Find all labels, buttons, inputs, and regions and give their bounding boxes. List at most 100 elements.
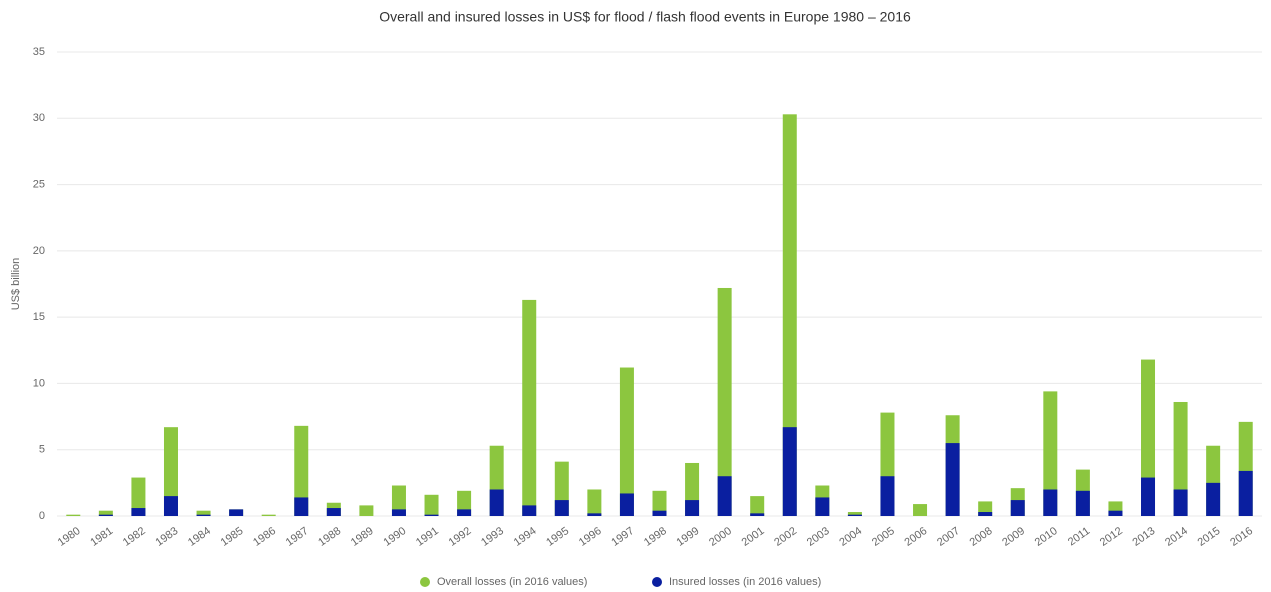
x-tick-label: 2001 xyxy=(740,525,767,549)
x-tick-label: 1993 xyxy=(479,525,506,549)
x-tick-label: 1984 xyxy=(186,525,213,549)
bar xyxy=(424,514,439,516)
legend-label: Overall losses (in 2016 values) xyxy=(437,576,587,588)
x-tick-label: 1982 xyxy=(121,525,148,549)
x-tick-label: 1997 xyxy=(609,525,636,549)
y-tick-label: 15 xyxy=(33,311,45,323)
legend-marker xyxy=(652,577,662,587)
y-tick-label: 25 xyxy=(33,178,45,190)
bar xyxy=(1173,489,1188,516)
bar xyxy=(587,513,602,516)
x-tick-label: 2007 xyxy=(935,525,962,549)
legend-label: Insured losses (in 2016 values) xyxy=(669,576,821,588)
bar xyxy=(1141,477,1156,516)
x-tick-label: 2005 xyxy=(870,525,897,549)
bar xyxy=(1043,391,1058,516)
bar xyxy=(1238,470,1253,516)
x-tick-label: 2015 xyxy=(1196,525,1223,549)
y-tick-label: 10 xyxy=(33,377,45,389)
x-tick-label: 2010 xyxy=(1033,525,1060,549)
x-tick-label: 2011 xyxy=(1066,525,1092,548)
bar xyxy=(619,367,634,516)
bar xyxy=(587,489,602,516)
bar xyxy=(1075,490,1090,516)
bar xyxy=(66,514,81,516)
bar xyxy=(978,512,993,516)
bar xyxy=(131,508,146,516)
bar xyxy=(1141,359,1156,516)
bar xyxy=(1043,489,1058,516)
bar xyxy=(163,496,178,516)
bar xyxy=(945,443,960,516)
bar xyxy=(913,504,928,516)
x-tick-label: 2000 xyxy=(707,525,734,549)
bar xyxy=(717,287,732,516)
chart-title: Overall and insured losses in US$ for fl… xyxy=(379,9,911,25)
x-tick-label: 2002 xyxy=(772,525,799,549)
x-tick-label: 1995 xyxy=(544,525,571,549)
x-tick-label: 1992 xyxy=(447,525,474,549)
bar xyxy=(326,508,341,516)
x-tick-label: 1985 xyxy=(219,525,246,549)
bar xyxy=(391,509,406,516)
bar xyxy=(359,505,374,516)
bar xyxy=(522,505,537,516)
x-tick-label: 2013 xyxy=(1130,525,1157,549)
x-tick-label: 2012 xyxy=(1098,525,1125,549)
x-tick-label: 1983 xyxy=(153,525,180,549)
bar xyxy=(619,493,634,516)
bar xyxy=(685,500,700,516)
y-tick-label: 0 xyxy=(39,510,45,522)
bar xyxy=(294,497,309,516)
x-tick-label: 1991 xyxy=(414,525,441,549)
bar xyxy=(489,489,504,516)
bar xyxy=(847,512,862,516)
bar xyxy=(880,476,895,516)
legend-marker xyxy=(420,577,430,587)
bar xyxy=(782,427,797,516)
bar xyxy=(131,477,146,516)
y-tick-label: 20 xyxy=(33,245,45,257)
bar xyxy=(717,476,732,516)
bar xyxy=(229,509,244,516)
y-tick-label: 5 xyxy=(39,444,45,456)
bar xyxy=(98,510,113,516)
bar xyxy=(457,509,472,516)
x-tick-label: 1989 xyxy=(349,525,376,549)
x-tick-label: 1981 xyxy=(88,525,115,549)
bar xyxy=(294,425,309,516)
y-tick-label: 35 xyxy=(33,46,45,58)
x-tick-label: 1988 xyxy=(316,525,343,549)
x-tick-label: 2003 xyxy=(805,525,832,549)
bar xyxy=(554,500,569,516)
bar xyxy=(782,114,797,517)
bar xyxy=(163,427,178,516)
bar xyxy=(196,514,211,516)
bar xyxy=(847,514,862,516)
bar xyxy=(196,510,211,516)
bar xyxy=(750,496,765,516)
bar xyxy=(522,299,537,516)
bar xyxy=(652,490,667,516)
bar xyxy=(261,514,276,516)
bar xyxy=(1206,482,1221,516)
x-tick-label: 2014 xyxy=(1163,525,1190,549)
y-axis-label: US$ billion xyxy=(10,258,22,311)
bar xyxy=(815,497,830,516)
bar xyxy=(98,514,113,516)
x-tick-label: 2016 xyxy=(1228,525,1255,549)
bar xyxy=(1108,510,1123,516)
x-tick-label: 1986 xyxy=(251,525,278,549)
bar xyxy=(750,513,765,516)
bar xyxy=(391,485,406,516)
x-tick-label: 1999 xyxy=(675,525,702,549)
x-tick-label: 2004 xyxy=(837,525,864,549)
bar xyxy=(424,494,439,516)
x-tick-label: 1990 xyxy=(381,525,408,549)
bar xyxy=(652,510,667,516)
x-tick-label: 2006 xyxy=(902,525,929,549)
bar xyxy=(1010,500,1025,516)
x-tick-label: 1996 xyxy=(577,525,604,549)
y-tick-label: 30 xyxy=(33,112,45,124)
